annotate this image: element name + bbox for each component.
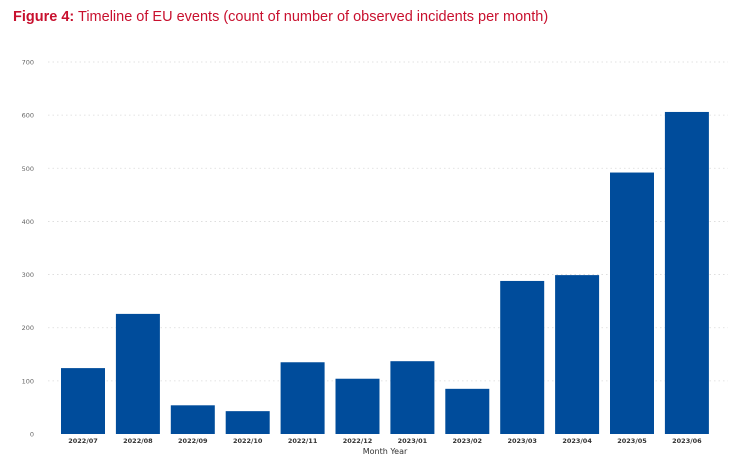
x-tick-label: 2022/08 [123,437,153,445]
bar-2023-06 [664,111,709,434]
x-tick-label: 2022/07 [68,437,98,445]
bar-2022-12 [335,378,380,434]
y-tick-label: 200 [22,324,34,332]
y-tick-label: 500 [22,165,34,173]
figure-title: Figure 4: Timeline of EU events (count o… [13,9,548,25]
x-tick-label: 2023/05 [617,437,647,445]
x-tick-label: 2022/12 [343,437,373,445]
x-tick-label: 2023/06 [672,437,702,445]
y-tick-label: 0 [30,431,34,439]
bar-2023-04 [555,275,600,434]
x-tick-label: 2022/11 [288,437,318,445]
bar-2022-07 [61,368,105,434]
figure-caption: Timeline of EU events (count of number o… [78,9,549,25]
bar-2023-05 [610,172,654,434]
figure-label: Figure 4: [13,9,75,25]
x-tick-label: 2023/01 [398,437,428,445]
y-axis-ticks: 0 100 200 300 400 500 600 700 [22,59,34,439]
x-tick-label: 2023/03 [507,437,537,445]
y-tick-label: 600 [22,112,34,120]
y-tick-label: 700 [22,59,34,67]
bar-2022-10 [225,411,270,434]
bar-2023-02 [445,388,490,434]
x-tick-label: 2022/10 [233,437,263,445]
grid-lines [48,61,728,382]
y-tick-label: 300 [22,271,34,279]
bar-2022-11 [280,362,325,434]
bar-2022-08 [115,313,160,434]
x-tick-label: 2023/02 [453,437,483,445]
bar-2023-03 [500,280,545,434]
x-axis-label: Month Year [363,447,408,456]
x-tick-label: 2023/04 [562,437,592,445]
bar-2022-09 [170,405,215,434]
y-tick-label: 100 [22,377,34,385]
y-tick-label: 400 [22,218,34,226]
x-tick-label: 2022/09 [178,437,208,445]
bars [61,111,709,434]
x-axis-ticks: 2022/07 2022/08 2022/09 2022/10 2022/11 2022/… [68,437,702,445]
bar-2023-01 [390,361,435,434]
